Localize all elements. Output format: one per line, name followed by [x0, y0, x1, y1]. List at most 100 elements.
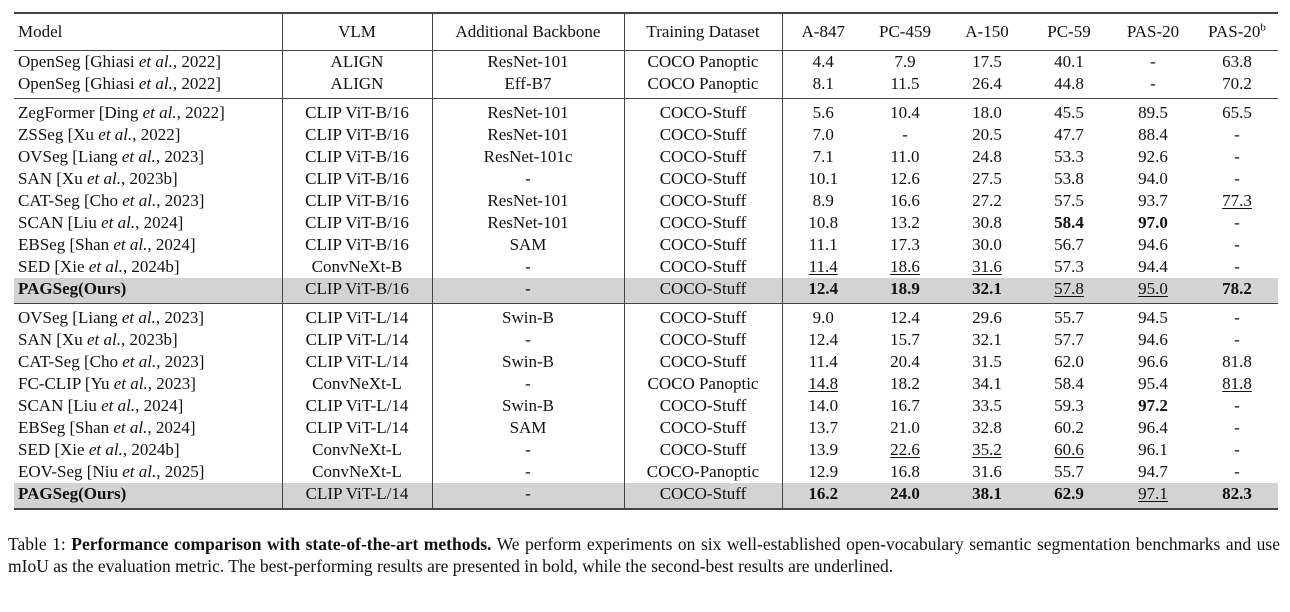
- score-value: 78.2: [1222, 279, 1252, 298]
- model-citation: , 2022]: [172, 52, 222, 71]
- score-value: 8.1: [812, 74, 834, 93]
- score-value: -: [1234, 418, 1240, 437]
- cell-backbone: Swin-B: [432, 351, 625, 373]
- table-row: CAT-Seg [Cho et al., 2023] CLIP ViT-B/16 R…: [14, 190, 1278, 212]
- score-value: 94.0: [1138, 169, 1168, 188]
- model-citation: , 2024]: [147, 418, 196, 437]
- header-model: Model: [14, 12, 283, 51]
- cell-score: 16.7: [864, 395, 946, 417]
- score-value: 15.7: [890, 330, 920, 349]
- score-value: 92.6: [1138, 147, 1168, 166]
- score-value: 12.4: [808, 330, 839, 349]
- score-value: 97.2: [1138, 396, 1168, 415]
- caption-title: Performance comparison with state-of-the…: [71, 534, 492, 554]
- cell-dataset: COCO-Stuff: [624, 256, 783, 278]
- score-value: -: [1234, 235, 1240, 254]
- model-name: PAGSeg(Ours): [18, 279, 127, 298]
- cell-backbone: ResNet-101: [432, 50, 625, 73]
- score-value: 26.4: [972, 74, 1002, 93]
- score-value: 16.7: [890, 396, 920, 415]
- cell-score: 57.8: [1028, 278, 1110, 304]
- cell-score: 53.3: [1028, 146, 1110, 168]
- score-value: 82.3: [1222, 484, 1252, 503]
- cell-score: -: [1196, 329, 1278, 351]
- cell-backbone: ResNet-101: [432, 190, 625, 212]
- cell-score: 94.6: [1110, 329, 1196, 351]
- cell-score: 30.8: [946, 212, 1028, 234]
- cell-score: 55.7: [1028, 303, 1110, 329]
- vlm-value: CLIP ViT-L/14: [305, 418, 409, 437]
- cell-score: -: [1196, 417, 1278, 439]
- cell-score: 94.4: [1110, 256, 1196, 278]
- cell-score: 92.6: [1110, 146, 1196, 168]
- backbone-value: Swin-B: [502, 308, 554, 327]
- cell-score: 94.5: [1110, 303, 1196, 329]
- score-value: 96.6: [1138, 352, 1168, 371]
- model-name: EBSeg [Shan: [18, 418, 114, 437]
- dataset-value: COCO-Stuff: [659, 308, 747, 327]
- model-etal: et al.: [86, 169, 121, 188]
- cell-score: 16.2: [782, 483, 864, 510]
- cell-score: 96.6: [1110, 351, 1196, 373]
- model-citation: , 2024b]: [122, 440, 180, 459]
- score-value: 94.5: [1138, 308, 1168, 327]
- cell-backbone: Eff-B7: [432, 73, 625, 99]
- cell-dataset: COCO-Stuff: [624, 303, 783, 329]
- score-value: 57.7: [1054, 330, 1084, 349]
- cell-score: 58.4: [1028, 373, 1110, 395]
- cell-score: 12.4: [864, 303, 946, 329]
- score-value: 30.0: [972, 235, 1002, 254]
- vlm-value: CLIP ViT-B/16: [305, 147, 409, 166]
- cell-backbone: ResNet-101: [432, 124, 625, 146]
- model-etal: et al.: [121, 147, 156, 166]
- table-caption: Table 1: Performance comparison with sta…: [8, 533, 1280, 577]
- cell-score: 12.9: [782, 461, 864, 483]
- cell-model: OpenSeg [Ghiasi et al., 2022]: [14, 73, 283, 99]
- score-value: -: [1234, 125, 1240, 144]
- cell-model: OVSeg [Liang et al., 2023]: [14, 146, 283, 168]
- cell-score: 59.3: [1028, 395, 1110, 417]
- cell-vlm: ConvNeXt-L: [282, 439, 433, 461]
- dataset-value: COCO-Stuff: [659, 484, 747, 503]
- backbone-value: -: [525, 462, 531, 481]
- score-value: 18.0: [972, 103, 1002, 122]
- cell-score: 17.3: [864, 234, 946, 256]
- cell-score: 56.7: [1028, 234, 1110, 256]
- cell-score: -: [864, 124, 946, 146]
- cell-score: 14.8: [782, 373, 864, 395]
- cell-dataset: COCO Panoptic: [624, 50, 783, 73]
- score-value: -: [1234, 396, 1240, 415]
- table-row: OVSeg [Liang et al., 2023] CLIP ViT-L/14 S…: [14, 303, 1278, 329]
- backbone-value: -: [525, 257, 531, 276]
- cell-vlm: CLIP ViT-L/14: [282, 395, 433, 417]
- score-value: -: [1150, 74, 1156, 93]
- cell-score: 88.4: [1110, 124, 1196, 146]
- model-etal: et al.: [138, 52, 173, 71]
- dataset-value: COCO-Stuff: [659, 169, 747, 188]
- cell-dataset: COCO-Stuff: [624, 278, 783, 304]
- dataset-value: COCO-Stuff: [659, 125, 747, 144]
- cell-dataset: COCO-Stuff: [624, 234, 783, 256]
- cell-dataset: COCO-Panoptic: [624, 461, 783, 483]
- model-etal: et al.: [88, 257, 123, 276]
- score-value: 7.1: [812, 147, 834, 166]
- cell-model: FC-CLIP [Yu et al., 2023]: [14, 373, 283, 395]
- score-value: 10.8: [808, 213, 839, 232]
- score-value: 31.6: [972, 257, 1002, 276]
- score-value: 27.2: [972, 191, 1002, 210]
- cell-backbone: -: [432, 483, 625, 510]
- model-etal: et al.: [113, 235, 148, 254]
- model-etal: et al.: [122, 191, 157, 210]
- model-name: SED [Xie: [18, 257, 89, 276]
- cell-score: 97.0: [1110, 212, 1196, 234]
- model-etal: et al.: [101, 396, 136, 415]
- table-row-ours: PAGSeg(Ours) CLIP ViT-B/16 - COCO-Stuff 12.4…: [14, 278, 1278, 304]
- cell-model: OpenSeg [Ghiasi et al., 2022]: [14, 50, 283, 73]
- cell-score: 24.0: [864, 483, 946, 510]
- cell-score: 40.1: [1028, 51, 1110, 74]
- cell-score: -: [1196, 168, 1278, 190]
- backbone-value: Eff-B7: [504, 74, 552, 93]
- score-value: -: [1234, 257, 1240, 276]
- vlm-value: ALIGN: [330, 74, 384, 93]
- cell-score: 11.4: [782, 351, 864, 373]
